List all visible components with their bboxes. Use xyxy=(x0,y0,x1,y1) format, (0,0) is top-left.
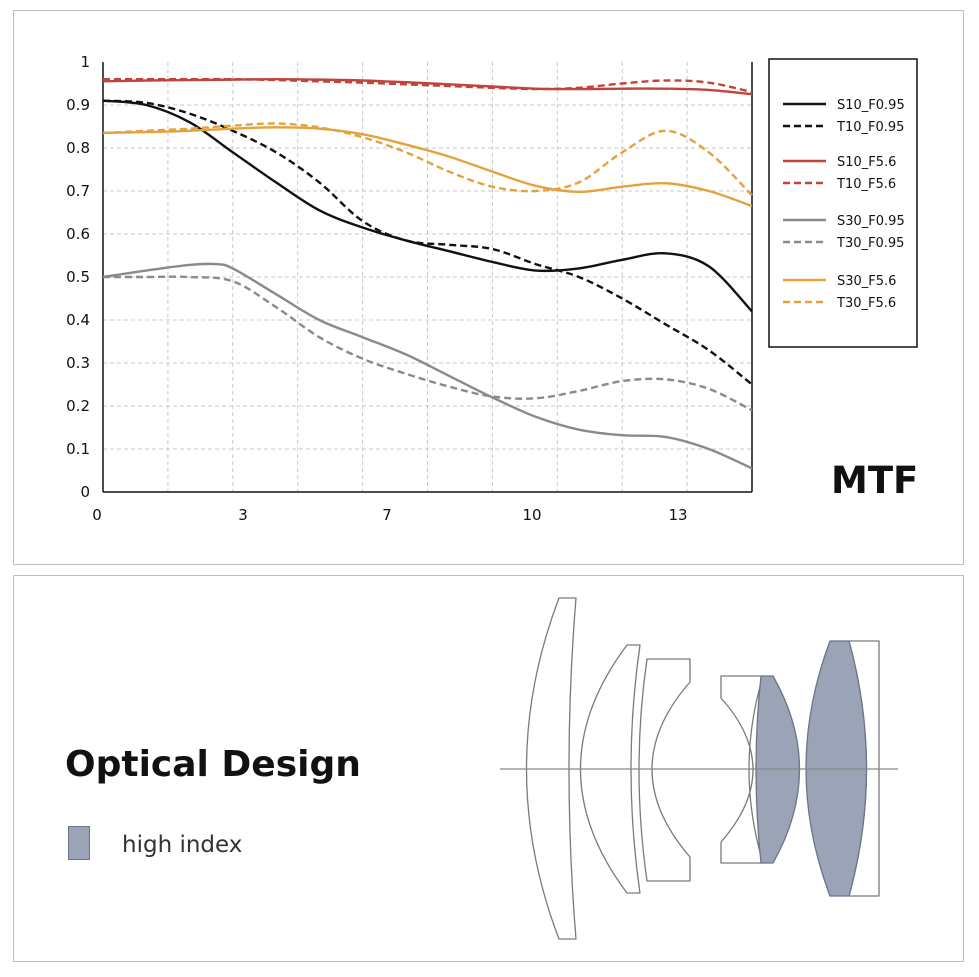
legend-label-T10_F0.95: T10_F0.95 xyxy=(836,120,904,135)
legend-label-T10_F5.6: T10_F5.6 xyxy=(836,177,896,192)
optical-design-panel: Optical Design high index xyxy=(13,575,964,962)
y-tick-label: 0.7 xyxy=(66,182,90,200)
y-tick-label: 0.3 xyxy=(66,354,90,372)
lens-diagram xyxy=(500,597,898,940)
y-tick-label: 1 xyxy=(80,53,90,71)
lens-element-3 xyxy=(638,658,691,882)
legend-box xyxy=(768,58,918,348)
series-line-T30_F5.6 xyxy=(102,122,753,197)
legend-label-T30_F5.6: T30_F5.6 xyxy=(836,296,896,311)
series-line-S10_F0.95 xyxy=(102,99,753,313)
x-tick-label: 13 xyxy=(668,506,687,524)
series-line-S10_F5.6 xyxy=(102,77,753,96)
legend-label-S30_F5.6: S30_F5.6 xyxy=(837,274,896,289)
y-tick-label: 0.8 xyxy=(66,139,90,157)
series-line-S30_F0.95 xyxy=(102,262,753,470)
y-tick-label: 0 xyxy=(80,483,90,501)
lens-element-4 xyxy=(720,675,764,864)
legend-label-S10_F0.95: S10_F0.95 xyxy=(837,98,905,113)
series-line-T10_F0.95 xyxy=(102,99,753,386)
y-tick-label: 0.4 xyxy=(66,311,90,329)
y-tick-label: 0.2 xyxy=(66,397,90,415)
mtf-chart: 00.10.20.30.40.50.60.70.80.910 3 7 10 13S10_… xyxy=(66,53,918,524)
mtf-chart-panel: 0 0.1 0.2 0.3 0.4 0.5 0.6 0.7 0.8 0.9 1 0 3 7 10 13 S10_… xyxy=(13,10,964,565)
optical-design-title: Optical Design xyxy=(65,744,361,785)
series-line-T10_F5.6 xyxy=(103,77,753,94)
series-line-S30_F5.6 xyxy=(102,126,753,208)
x-tick-label: 3 xyxy=(238,506,248,524)
y-tick-label: 0.5 xyxy=(66,268,90,286)
high-index-swatch xyxy=(68,826,90,860)
chart-title: MTF xyxy=(831,459,919,502)
y-tick-label: 0.1 xyxy=(66,440,90,458)
legend-label-T30_F0.95: T30_F0.95 xyxy=(836,236,904,251)
x-tick-label: 0 xyxy=(92,506,102,524)
x-tick-label: 10 xyxy=(522,506,541,524)
high-index-label: high index xyxy=(122,832,243,858)
y-tick-label: 0.9 xyxy=(66,96,90,114)
legend-label-S10_F5.6: S10_F5.6 xyxy=(837,155,896,170)
legend-label-S30_F0.95: S30_F0.95 xyxy=(837,214,905,229)
x-tick-label: 7 xyxy=(382,506,392,524)
y-tick-label: 0.6 xyxy=(66,225,90,243)
